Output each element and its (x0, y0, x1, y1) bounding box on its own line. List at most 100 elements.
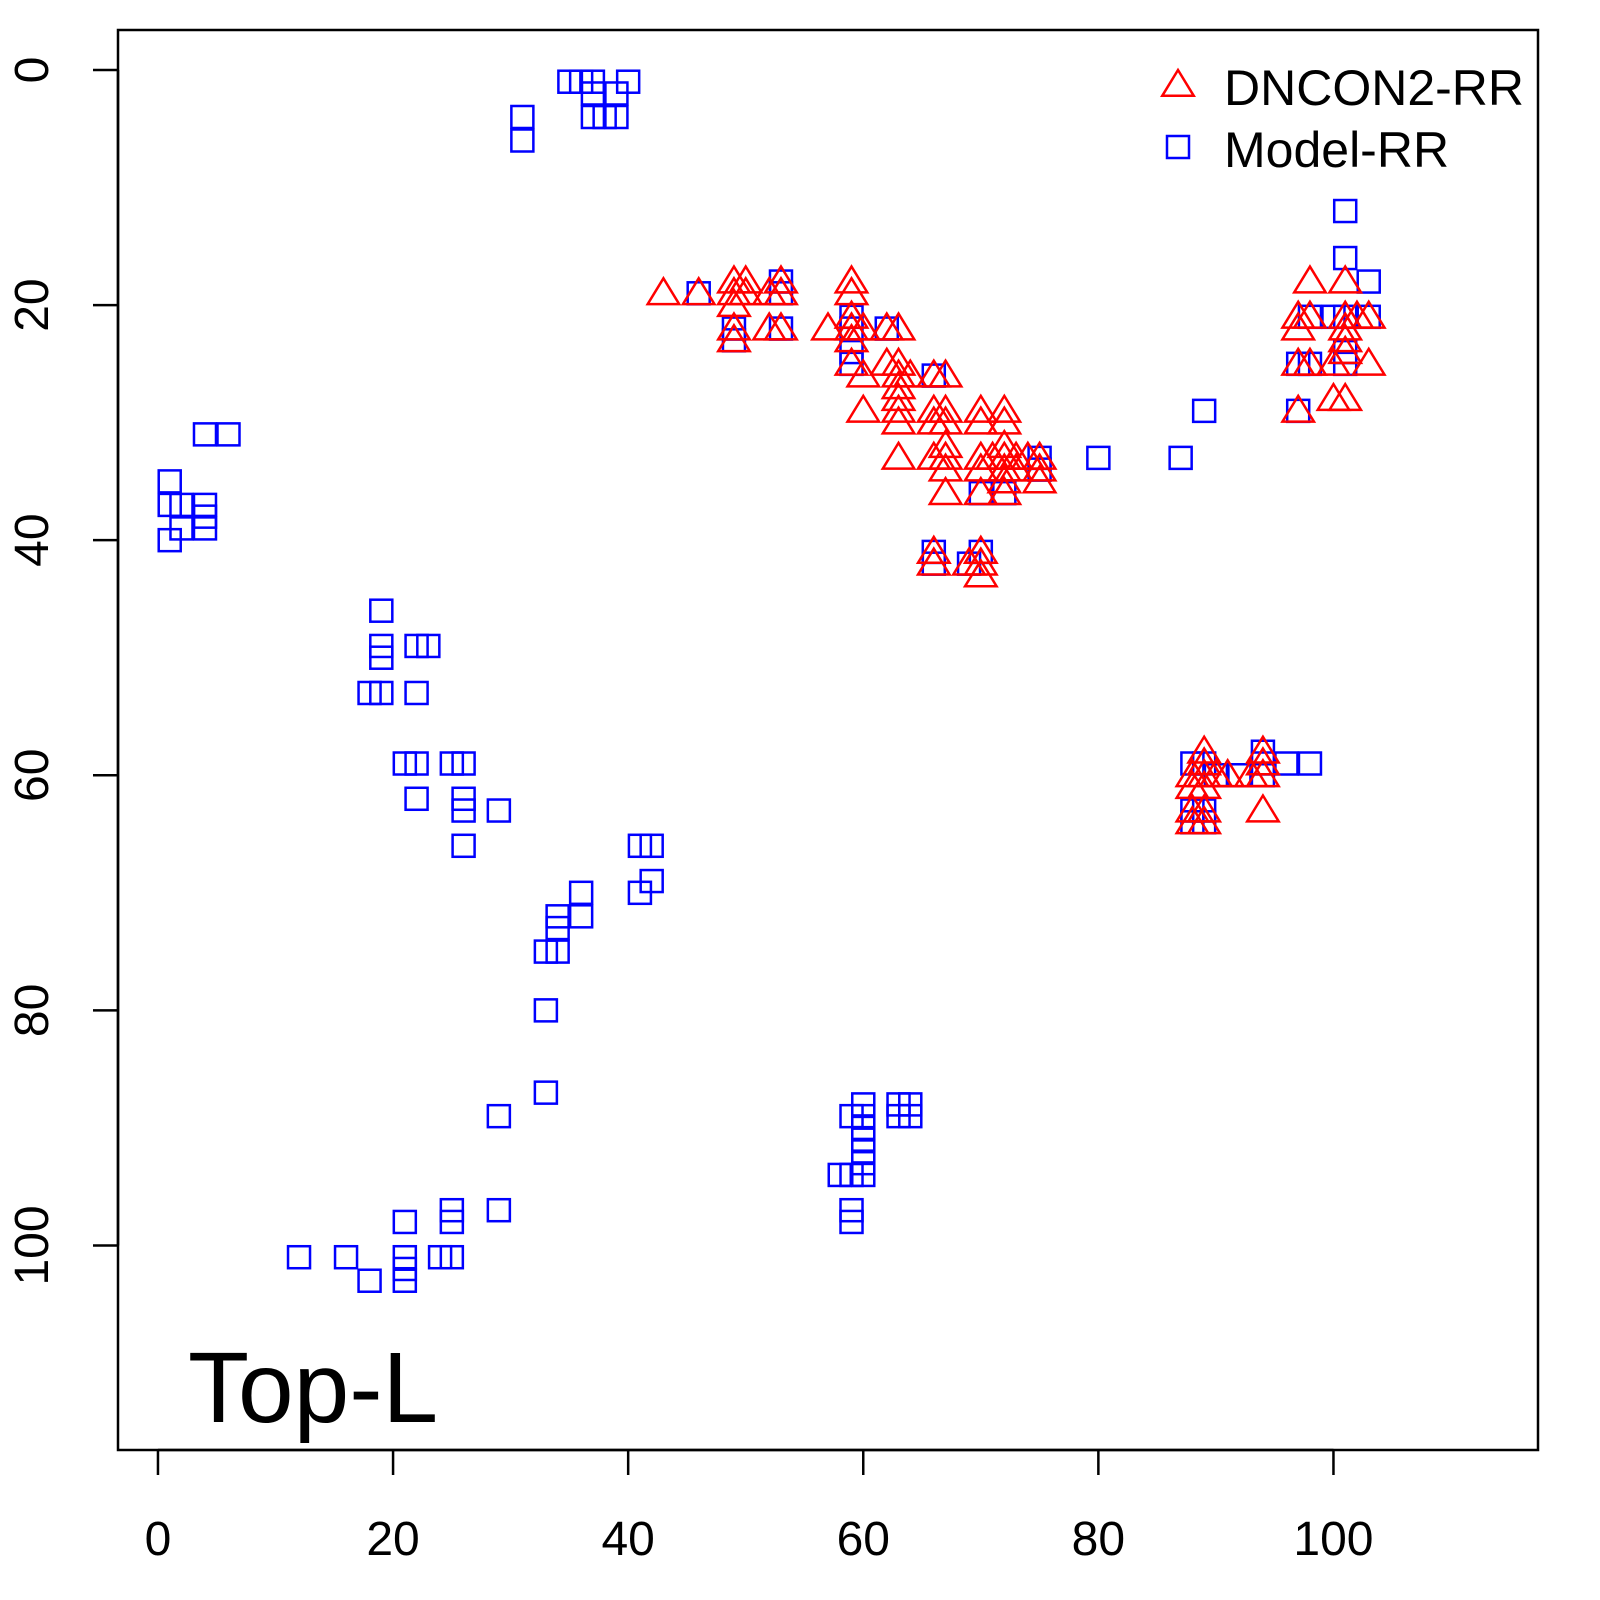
dncon2-rr-point (645, 275, 682, 306)
model-rr-point (392, 1268, 418, 1293)
model-rr-point (533, 998, 559, 1023)
model-rr-point (486, 798, 512, 823)
dncon2-rr-point (1327, 334, 1364, 365)
legend-label: Model-RR (1224, 122, 1449, 178)
model-rr-point (510, 104, 535, 130)
dncon2-rr-point (880, 393, 917, 423)
model-rr-point (357, 1268, 382, 1293)
dncon2-rr-point (845, 311, 882, 341)
model-rr-point (1086, 445, 1111, 471)
y-tick-label: 40 (6, 513, 59, 566)
y-tick-label: 20 (6, 278, 59, 331)
y-axis: 0 20 40 60 80 100 (6, 57, 120, 1286)
model-rr-point (1356, 269, 1381, 294)
model-rr-point (404, 680, 429, 706)
dncon2-rr-point (833, 264, 870, 294)
model-rr-point (898, 1103, 923, 1129)
dncon2-rr-point (962, 558, 999, 588)
model-rr-point (580, 81, 606, 106)
model-rr-point (839, 1162, 864, 1188)
y-tick-label: 60 (6, 749, 59, 802)
model-rr-point (1168, 445, 1193, 471)
dncon2-rr-point (927, 440, 964, 470)
dncon2-rr-point (1186, 793, 1223, 823)
x-tick-label: 40 (601, 1513, 654, 1566)
dncon2-rr-point (1350, 299, 1387, 329)
dncon2-rr-point (1244, 793, 1281, 823)
model-rr-point (451, 833, 476, 859)
dncon2-rr-point (927, 475, 964, 506)
dncon2-rr-point (1327, 264, 1364, 294)
dncon2-rr-point (763, 311, 799, 341)
dncon2-rr-point (962, 393, 999, 423)
model-rr-point (192, 516, 218, 541)
dncon2-rr-point (715, 311, 752, 341)
model-rr-point (639, 868, 664, 894)
dncon2-rr-point (1209, 757, 1246, 788)
dncon2-rr-point (1327, 322, 1364, 353)
dncon2-rr-point (1244, 757, 1281, 788)
model-rr-point (392, 1209, 418, 1235)
model-rr-point (439, 1209, 465, 1235)
dncon2-rr-point (1186, 804, 1223, 835)
model-rr-point (604, 104, 629, 130)
model-rr-point (568, 880, 594, 906)
x-tick-label: 100 (1293, 1513, 1373, 1566)
model-rr-point (486, 1197, 512, 1223)
dncon2-rr-point (880, 311, 917, 341)
y-tick-label: 0 (6, 57, 59, 84)
dncon2-rr-point (763, 264, 799, 294)
model-rr-point (404, 786, 429, 812)
dncon2-rr-point (833, 346, 870, 376)
dncon2-rr-point (680, 275, 717, 306)
x-tick-label: 80 (1072, 1513, 1125, 1566)
model-rr-point (169, 516, 194, 541)
model-rr-point (510, 128, 535, 153)
dncon2-rr-point (927, 358, 964, 388)
dncon2-rr-point (1291, 264, 1328, 294)
dncon2-rr-point (1315, 381, 1352, 412)
plot-frame (116, 28, 1540, 1452)
legend-square-icon (1165, 134, 1191, 160)
dncon2-rr-point (880, 405, 917, 435)
x-axis: 0 20 40 60 80 100 (145, 1448, 1374, 1566)
legend-label: DNCON2-RR (1224, 60, 1524, 116)
model-rr-point (604, 81, 629, 106)
legend-triangle-icon (1160, 67, 1196, 98)
dncon2-rr-point (845, 393, 882, 423)
dncon2-rr-point (892, 358, 929, 388)
model-rr-point (416, 633, 441, 659)
dncon2-rr-point (915, 534, 952, 564)
dncon2-rr-point (727, 264, 764, 294)
model-rr-point (568, 904, 594, 929)
panel-annotation: Top-L (188, 1332, 438, 1444)
model-rr-point (404, 751, 429, 776)
dncon2-rr-point (1291, 299, 1328, 329)
dncon2-rr-point (962, 475, 999, 506)
dncon2-rr-point (715, 322, 752, 353)
model-rr-point (1191, 398, 1217, 424)
model-rr-point (1332, 245, 1358, 271)
x-tick-label: 60 (837, 1513, 890, 1566)
model-rr-point (451, 798, 476, 823)
x-tick-label: 0 (145, 1513, 172, 1566)
dncon2-rr-point (1280, 393, 1317, 423)
model-rr-point (1332, 198, 1358, 224)
dncon2-rr-point (986, 393, 1023, 423)
model-rr-point (216, 422, 241, 447)
model-rr-point (1297, 751, 1323, 776)
model-rr-point (157, 469, 182, 494)
dncon2-rr-point (727, 275, 764, 306)
model-rr-point (839, 1209, 864, 1235)
model-rr-point (486, 1103, 512, 1129)
model-rr-point (369, 598, 394, 623)
model-rr-point (545, 915, 570, 941)
model-rr-point (545, 939, 570, 964)
model-rr-point (439, 1244, 465, 1270)
model-rr-point (639, 833, 664, 859)
y-tick-label: 80 (6, 984, 59, 1037)
dncon2-rr-point (880, 440, 917, 470)
dncon2-rr-point (1021, 463, 1058, 494)
dncon2-rr-point (927, 393, 964, 423)
